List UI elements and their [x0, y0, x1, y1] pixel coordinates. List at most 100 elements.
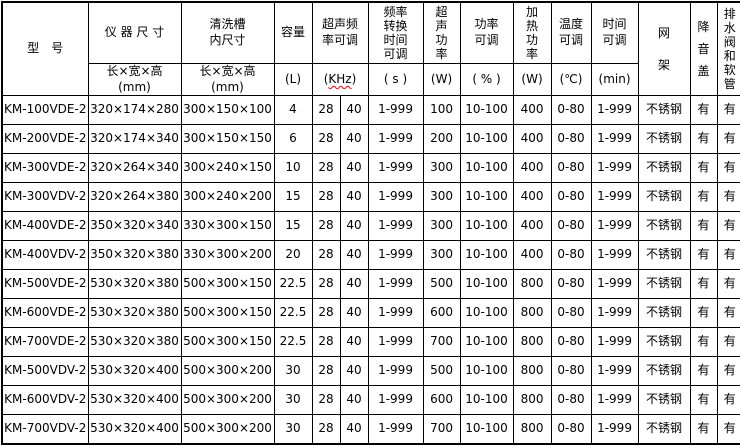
cell-rack: 不锈钢: [637, 356, 691, 387]
cell-freq40: 40: [339, 414, 369, 445]
unit-seconds: ( s ): [367, 62, 424, 97]
cell-tank: 500×300×150: [180, 269, 275, 300]
cell-conv-time: 1-999: [367, 211, 424, 242]
cell-rack: 不锈钢: [637, 327, 691, 358]
cell-drain: 有: [716, 182, 740, 213]
unit-minutes: (min): [590, 62, 639, 97]
cell-cover: 有: [689, 153, 718, 184]
cell-temp: 0-80: [550, 95, 592, 126]
cell-rack: 不锈钢: [637, 124, 691, 155]
cell-capacity: 22.5: [273, 298, 313, 329]
cell-temp: 0-80: [550, 269, 592, 300]
cell-tank: 500×300×150: [180, 327, 275, 358]
cell-model: KM-600VDE-2: [1, 298, 89, 329]
cell-tank: 300×240×200: [180, 182, 275, 213]
cell-temp: 0-80: [550, 356, 592, 387]
cell-capacity: 22.5: [273, 327, 313, 358]
cell-time: 1-999: [590, 211, 639, 242]
cell-size: 530×320×400: [87, 356, 182, 387]
cell-size: 350×320×340: [87, 211, 182, 242]
cell-power-adj: 10-100: [459, 298, 514, 329]
cell-drain: 有: [716, 95, 740, 126]
cell-rack: 不锈钢: [637, 211, 691, 242]
cell-model: KM-600VDV-2: [1, 385, 89, 416]
cell-drain: 有: [716, 414, 740, 445]
cell-drain: 有: [716, 124, 740, 155]
cell-tank: 500×300×200: [180, 356, 275, 387]
cell-freq40: 40: [339, 356, 369, 387]
cell-cover: 有: [689, 298, 718, 329]
cell-tank: 300×150×150: [180, 124, 275, 155]
cell-power: 300: [422, 182, 461, 213]
cell-freq28: 28: [311, 269, 341, 300]
unit-ultrasonic-watts: (W): [422, 62, 461, 97]
cell-conv-time: 1-999: [367, 385, 424, 416]
cell-capacity: 15: [273, 182, 313, 213]
cell-conv-time: 1-999: [367, 414, 424, 445]
cell-heat: 400: [512, 124, 552, 155]
cell-power: 700: [422, 327, 461, 358]
cell-power: 300: [422, 153, 461, 184]
cell-freq40: 40: [339, 124, 369, 155]
cell-temp: 0-80: [550, 298, 592, 329]
cell-size: 530×320×400: [87, 385, 182, 416]
cell-heat: 400: [512, 95, 552, 126]
cell-conv-time: 1-999: [367, 153, 424, 184]
cell-heat: 400: [512, 240, 552, 271]
cell-temp: 0-80: [550, 182, 592, 213]
col-header-instrument-size: 仪 器 尺 寸: [87, 1, 182, 64]
cell-power: 600: [422, 298, 461, 329]
cell-size: 320×264×380: [87, 182, 182, 213]
cell-cover: 有: [689, 182, 718, 213]
cell-power-adj: 10-100: [459, 182, 514, 213]
cell-cover: 有: [689, 124, 718, 155]
cell-time: 1-999: [590, 385, 639, 416]
cell-tank: 500×300×200: [180, 385, 275, 416]
cell-power: 500: [422, 356, 461, 387]
cell-heat: 800: [512, 356, 552, 387]
cell-time: 1-999: [590, 269, 639, 300]
cell-time: 1-999: [590, 182, 639, 213]
col-header-heating-power: 加 热 功 率: [512, 1, 552, 64]
cell-freq40: 40: [339, 385, 369, 416]
table-row: KM-700VDE-2 530×320×380 500×300×150 22.5 28 4…: [1, 327, 740, 358]
cell-model: KM-400VDV-2: [1, 240, 89, 271]
cell-power: 100: [422, 95, 461, 126]
cell-power: 700: [422, 414, 461, 445]
cell-cover: 有: [689, 95, 718, 126]
cell-power-adj: 10-100: [459, 95, 514, 126]
cell-freq40: 40: [339, 327, 369, 358]
cell-freq28: 28: [311, 385, 341, 416]
cell-rack: 不锈钢: [637, 182, 691, 213]
cell-rack: 不锈钢: [637, 298, 691, 329]
cell-temp: 0-80: [550, 240, 592, 271]
table-row: KM-500VDV-2 530×320×400 500×300×200 30 28 40 1…: [1, 356, 740, 387]
unit-heating-watts: (W): [512, 62, 552, 97]
cell-model: KM-500VDV-2: [1, 356, 89, 387]
cell-power-adj: 10-100: [459, 240, 514, 271]
cell-temp: 0-80: [550, 124, 592, 155]
cell-freq28: 28: [311, 182, 341, 213]
cell-cover: 有: [689, 385, 718, 416]
cell-cover: 有: [689, 240, 718, 271]
cell-power-adj: 10-100: [459, 153, 514, 184]
cell-model: KM-200VDE-2: [1, 124, 89, 155]
cell-size: 320×264×340: [87, 153, 182, 184]
table-row: KM-300VDE-2 320×264×340 300×240×150 10 28 40 1…: [1, 153, 740, 184]
table-row: KM-400VDE-2 350×320×340 330×300×150 15 28 40 1…: [1, 211, 740, 242]
cell-freq28: 28: [311, 211, 341, 242]
cell-freq40: 40: [339, 211, 369, 242]
header-row-1: 型 号 仪 器 尺 寸 清洗槽 内尺寸 容量 超声频 率可调 频率 转换 时间 …: [1, 1, 740, 97]
cell-conv-time: 1-999: [367, 182, 424, 213]
table-row: KM-700VDV-2 530×320×400 500×300×200 30 28 40 1…: [1, 414, 740, 445]
cell-power-adj: 10-100: [459, 327, 514, 358]
cell-heat: 800: [512, 385, 552, 416]
unit-frequency: (KHz): [311, 62, 369, 97]
cell-temp: 0-80: [550, 385, 592, 416]
cell-size: 320×174×340: [87, 124, 182, 155]
cell-capacity: 4: [273, 95, 313, 126]
cell-freq28: 28: [311, 124, 341, 155]
cell-time: 1-999: [590, 153, 639, 184]
col-header-ultrasonic-power: 超 声 功 率: [422, 1, 461, 64]
cell-size: 320×174×280: [87, 95, 182, 126]
